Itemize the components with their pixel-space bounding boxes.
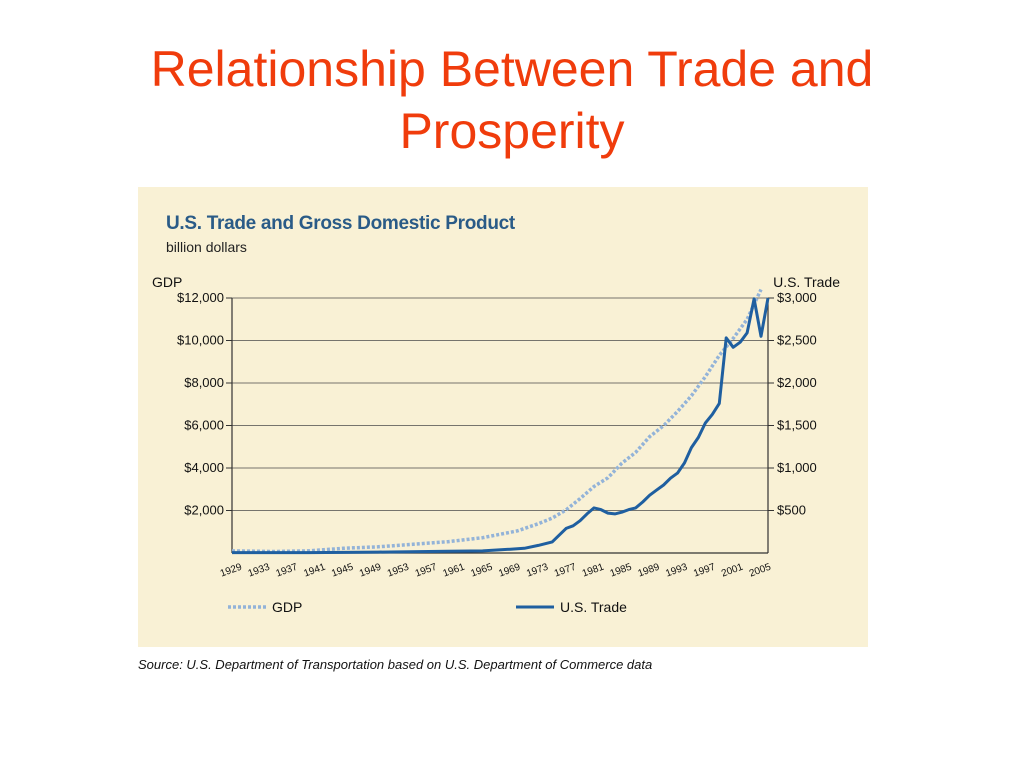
x-tick-label: 2001 [720, 562, 745, 580]
x-tick-label: 1941 [302, 562, 327, 580]
x-tick-label: 1937 [274, 562, 299, 580]
slide-title-line-2: Prosperity [399, 103, 625, 159]
x-tick-label: 1929 [219, 562, 244, 580]
x-tick-label: 2005 [748, 562, 773, 580]
left-tick-label: $6,000 [184, 418, 224, 433]
left-axis-label: GDP [152, 274, 182, 290]
x-tick-label: 1953 [386, 562, 411, 580]
x-tick-label: 1965 [469, 562, 494, 580]
right-tick-label: $500 [777, 503, 806, 518]
x-tick-label: 1957 [414, 562, 439, 580]
trade-series-line [232, 297, 770, 555]
x-tick-label: 1973 [525, 562, 550, 580]
gdp-series-line [231, 288, 763, 554]
x-tick-label: 1977 [553, 562, 578, 580]
legend-label-gdp: GDP [272, 599, 302, 615]
right-tick-label: $1,500 [777, 418, 817, 433]
source-note: Source: U.S. Department of Transportatio… [138, 657, 653, 672]
right-axis-label: U.S. Trade [773, 274, 840, 290]
left-tick-label: $10,000 [177, 333, 224, 348]
x-tick-label: 1949 [358, 562, 383, 580]
x-tick-label: 1933 [247, 562, 272, 580]
chart-subtitle: billion dollars [166, 239, 247, 255]
x-tick-label: 1993 [664, 562, 689, 580]
x-tick-label: 1997 [692, 562, 717, 580]
chart-panel: U.S. Trade and Gross Domestic Product bi… [138, 187, 868, 647]
chart-svg: $2,000 $4,000 $6,000 $8,000 $10,000 $12,000 $5… [152, 274, 840, 615]
x-tick-label: 1945 [330, 562, 355, 580]
right-tick-label: $2,500 [777, 333, 817, 348]
legend-label-trade: U.S. Trade [560, 599, 627, 615]
left-tick-label: $4,000 [184, 460, 224, 475]
right-tick-label: $3,000 [777, 290, 817, 305]
x-tick-label: 1981 [581, 562, 606, 580]
x-tick-label: 1989 [636, 562, 661, 580]
left-tick-label: $12,000 [177, 290, 224, 305]
x-tick-label: 1985 [609, 562, 634, 580]
left-tick-label: $8,000 [184, 375, 224, 390]
x-tick-label: 1961 [442, 562, 467, 580]
right-tick-label: $1,000 [777, 460, 817, 475]
slide-title-line-1: Relationship Between Trade and [150, 41, 874, 97]
left-tick-label: $2,000 [184, 503, 224, 518]
slide-title: Relationship Between Trade and Prosperit… [0, 38, 1024, 162]
chart-title: U.S. Trade and Gross Domestic Product [166, 213, 515, 234]
right-tick-label: $2,000 [777, 375, 817, 390]
x-tick-label: 1969 [497, 562, 522, 580]
